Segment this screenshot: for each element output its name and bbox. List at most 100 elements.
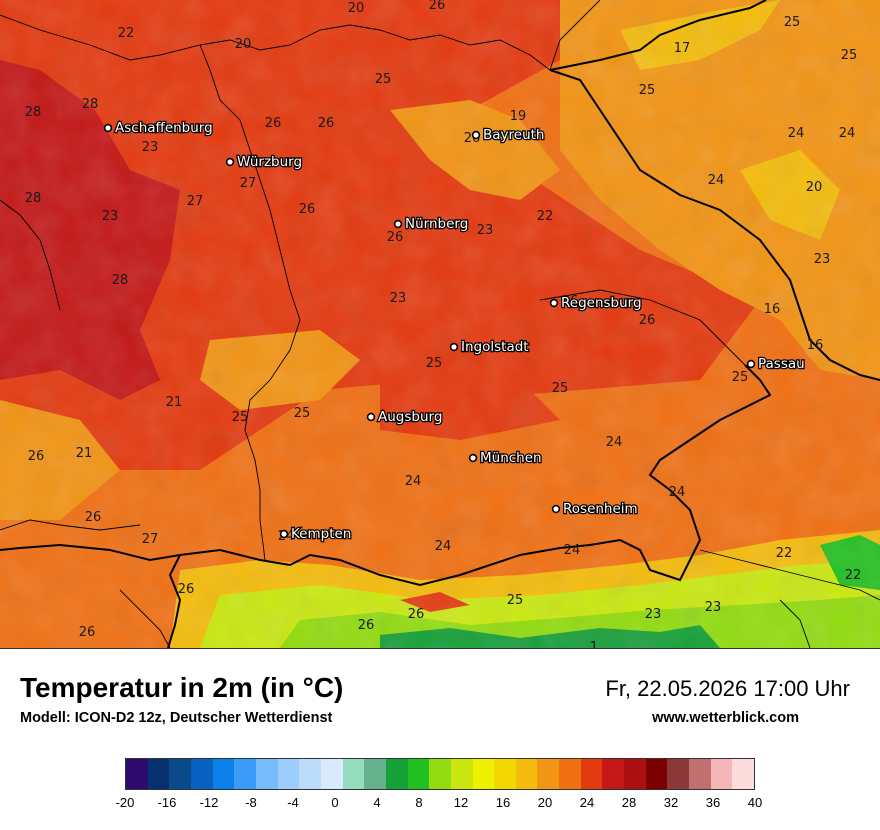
temperature-value: 20 — [348, 1, 365, 16]
temperature-value: 25 — [426, 356, 443, 371]
temperature-value: 25 — [294, 406, 311, 421]
temperature-value: 16 — [764, 302, 781, 317]
color-scale-cell — [667, 759, 690, 789]
color-scale-cell — [320, 759, 343, 789]
temperature-value: 24 — [435, 539, 452, 554]
temperature-value: 21 — [166, 395, 183, 410]
model-info: Modell: ICON-D2 12z, Deutscher Wetterdie… — [20, 710, 333, 726]
color-scale-cell — [515, 759, 538, 789]
color-scale-tick: 24 — [579, 795, 595, 810]
temperature-value: 27 — [142, 532, 159, 547]
color-scale-tick: 28 — [621, 795, 637, 810]
temperature-value: 23 — [477, 223, 494, 238]
color-scale-cell — [147, 759, 170, 789]
temperature-value: 23 — [142, 140, 159, 155]
color-scale-tick: 40 — [747, 795, 763, 810]
temperature-value: 20 — [806, 180, 823, 195]
color-scale-tick: -16 — [157, 795, 177, 810]
temperature-value: 24 — [839, 126, 856, 141]
city-label-augsburg: Augsburg — [378, 409, 442, 425]
color-scale-cell — [645, 759, 668, 789]
temperature-value: 26 — [318, 116, 335, 131]
color-scale-cell — [450, 759, 473, 789]
temperature-value: 25 — [375, 72, 392, 87]
color-scale-tick: 36 — [705, 795, 721, 810]
city-dot-wuerzburg — [225, 157, 235, 167]
texture-overlay — [0, 0, 880, 648]
temperature-value: 26 — [28, 449, 45, 464]
temperature-value: 22 — [776, 546, 793, 561]
color-scale-tick: 20 — [537, 795, 553, 810]
temperature-value: 16 — [807, 338, 824, 353]
color-scale-cell — [710, 759, 733, 789]
color-scale-cell — [126, 759, 148, 789]
city-label-wuerzburg: Würzburg — [237, 154, 302, 170]
temperature-value: 20 — [235, 37, 252, 52]
temperature-value: 22 — [118, 26, 135, 41]
city-label-rosenheim: Rosenheim — [563, 501, 638, 517]
city-dot-passau — [746, 359, 756, 369]
temperature-value: 26 — [85, 510, 102, 525]
color-scale-cell — [494, 759, 516, 789]
color-scale-cell — [299, 759, 321, 789]
temperature-map: 20 26 22 20 17 25 25 25 25 28 28 26 26 19 24 24 23 26 27 24… — [0, 0, 880, 649]
color-scale-cell — [472, 759, 495, 789]
color-scale-cell — [234, 759, 256, 789]
city-dot-ingolstadt — [449, 342, 459, 352]
temperature-value: 25 — [639, 83, 656, 98]
temperature-value: 28 — [82, 97, 99, 112]
color-scale-cell — [559, 759, 581, 789]
city-dot-aschaffenburg — [103, 123, 113, 133]
temperature-value: 24 — [669, 485, 686, 500]
color-scale-cell — [277, 759, 300, 789]
temperature-value: 25 — [507, 593, 524, 608]
temperature-value: 26 — [639, 313, 656, 328]
color-scale-cell — [169, 759, 191, 789]
color-scale-tick: 16 — [495, 795, 511, 810]
city-dot-muenchen — [468, 453, 478, 463]
color-scale-tick: -20 — [115, 795, 135, 810]
temperature-value: 23 — [102, 209, 119, 224]
color-scale-cell — [602, 759, 625, 789]
color-scale-cell — [537, 759, 560, 789]
temperature-value: 24 — [405, 474, 422, 489]
city-markers: Aschaffenburg Würzburg Bayreuth Nürnberg Reg… — [103, 119, 806, 543]
color-scale-cell — [407, 759, 430, 789]
temperature-value: 23 — [645, 607, 662, 622]
color-scale-tick: -8 — [245, 795, 257, 810]
city-dot-augsburg — [366, 412, 376, 422]
temperature-value: 25 — [784, 15, 801, 30]
city-label-kempten: Kempten — [291, 526, 351, 542]
city-label-aschaffenburg: Aschaffenburg — [115, 120, 213, 136]
temperature-value: 23 — [390, 291, 407, 306]
color-scale-cell — [689, 759, 711, 789]
color-scale-tick: 12 — [453, 795, 469, 810]
temperature-value: 24 — [606, 435, 623, 450]
temperature-value: 23 — [814, 252, 831, 267]
temperature-value: 19 — [510, 109, 527, 124]
color-scale-cell — [342, 759, 365, 789]
color-scale-tick: 0 — [331, 795, 339, 810]
city-label-nuernberg: Nürnberg — [405, 216, 468, 232]
temperature-value: 25 — [552, 381, 569, 396]
website-link[interactable]: www.wetterblick.com — [652, 710, 799, 726]
temperature-value: 24 — [708, 173, 725, 188]
color-scale-tick: -12 — [199, 795, 219, 810]
color-scale-tick: 8 — [415, 795, 423, 810]
temperature-value: 24 — [564, 543, 581, 558]
temperature-value: 28 — [112, 273, 129, 288]
temperature-value: 26 — [408, 607, 425, 622]
city-label-ingolstadt: Ingolstadt — [461, 339, 529, 355]
temperature-value: 26 — [562, 294, 579, 309]
temperature-value: 26 — [79, 625, 96, 640]
temperature-value: 27 — [187, 194, 204, 209]
color-scale-tick: 32 — [663, 795, 679, 810]
district-lines — [0, 0, 880, 648]
city-dot-nuernberg — [393, 219, 403, 229]
color-scale-tick: -4 — [287, 795, 299, 810]
city-label-passau: Passau — [758, 356, 805, 372]
temperature-value: 25 — [841, 48, 858, 63]
city-dot-regensburg — [549, 298, 559, 308]
temperature-value: 23 — [705, 600, 722, 615]
color-scale-cell — [580, 759, 603, 789]
